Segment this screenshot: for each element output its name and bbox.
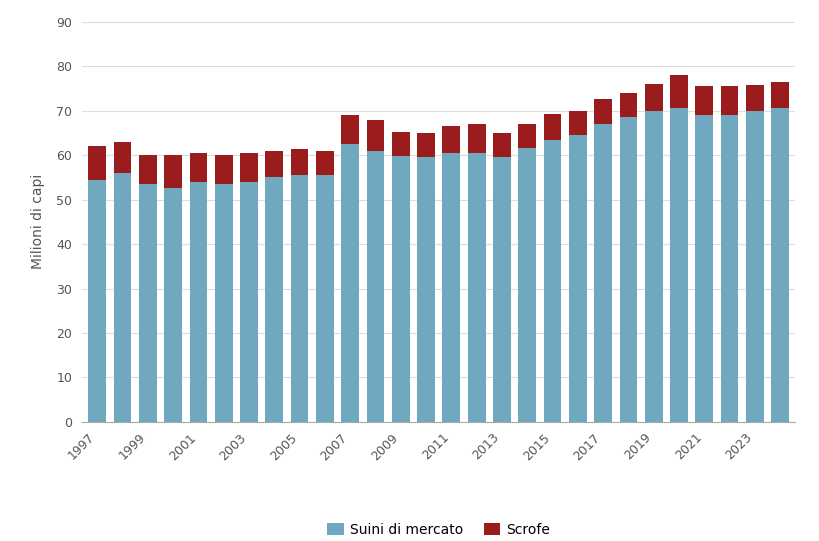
Bar	[492, 157, 510, 422]
Bar	[594, 124, 611, 422]
Bar	[265, 177, 283, 422]
Bar	[543, 140, 561, 422]
Bar	[771, 82, 788, 108]
Bar	[164, 188, 182, 422]
Bar	[669, 75, 687, 108]
Bar	[518, 148, 536, 422]
Bar	[215, 184, 233, 422]
Bar	[695, 86, 713, 115]
Bar	[240, 182, 257, 422]
Bar	[417, 157, 434, 422]
Bar	[315, 175, 333, 422]
Bar	[771, 108, 788, 422]
Bar	[265, 150, 283, 177]
Bar	[291, 149, 308, 175]
Bar	[291, 175, 308, 422]
Y-axis label: Milioni di capi: Milioni di capi	[31, 174, 45, 269]
Bar	[720, 86, 738, 115]
Bar	[644, 110, 662, 422]
Bar	[341, 144, 359, 422]
Bar	[138, 155, 156, 184]
Bar	[492, 133, 510, 157]
Bar	[745, 85, 762, 110]
Legend: Suini di mercato, Scrofe: Suini di mercato, Scrofe	[322, 517, 554, 541]
Bar	[138, 184, 156, 422]
Bar	[215, 155, 233, 184]
Bar	[189, 182, 207, 422]
Bar	[568, 135, 586, 422]
Bar	[114, 142, 131, 173]
Bar	[644, 84, 662, 110]
Bar	[88, 146, 106, 180]
Bar	[391, 131, 410, 156]
Bar	[518, 124, 536, 148]
Bar	[467, 124, 485, 153]
Bar	[467, 153, 485, 422]
Bar	[366, 150, 384, 422]
Bar	[240, 153, 257, 182]
Bar	[417, 133, 434, 157]
Bar	[720, 115, 738, 422]
Bar	[619, 117, 636, 422]
Bar	[114, 173, 131, 422]
Bar	[442, 126, 459, 153]
Bar	[88, 180, 106, 422]
Bar	[619, 93, 636, 117]
Bar	[164, 155, 182, 188]
Bar	[568, 110, 586, 135]
Bar	[669, 108, 687, 422]
Bar	[594, 100, 611, 124]
Bar	[315, 150, 333, 175]
Bar	[745, 110, 762, 422]
Bar	[442, 153, 459, 422]
Bar	[695, 115, 713, 422]
Bar	[391, 156, 410, 422]
Bar	[189, 153, 207, 182]
Bar	[543, 114, 561, 140]
Bar	[341, 115, 359, 144]
Bar	[366, 120, 384, 150]
